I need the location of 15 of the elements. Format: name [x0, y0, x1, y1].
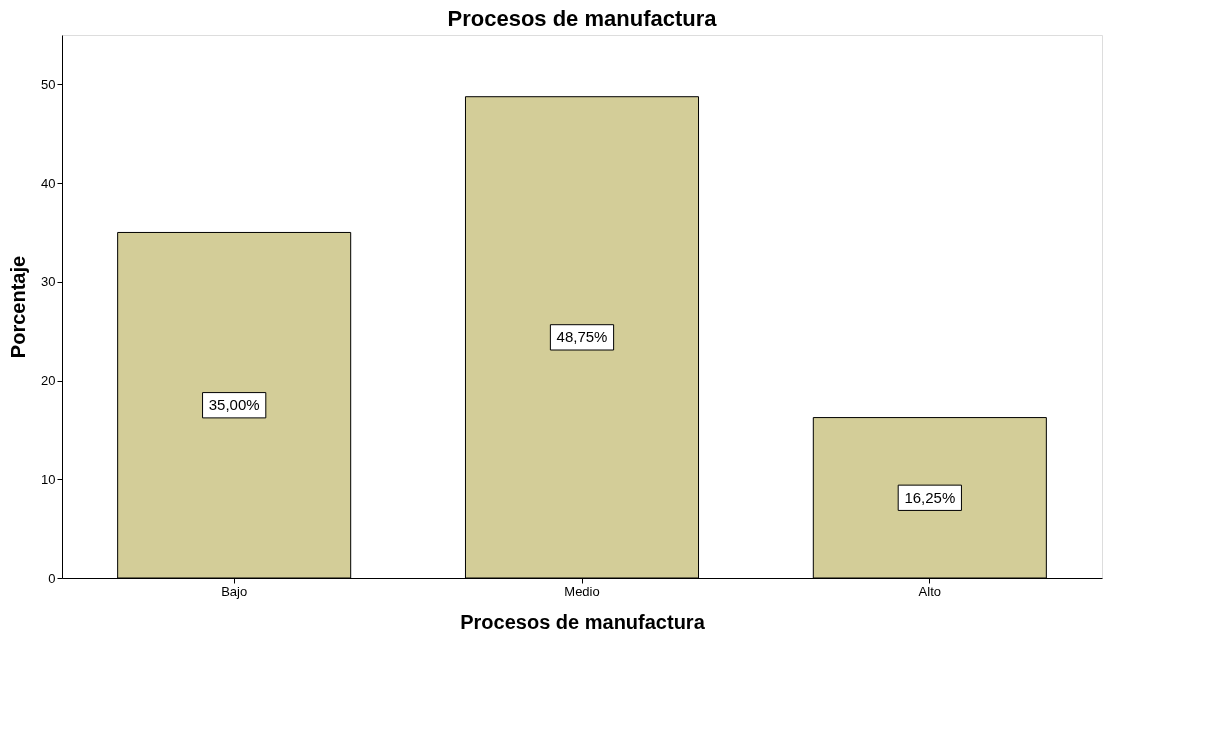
chart-title: Procesos de manufactura	[447, 6, 718, 31]
y-tick-label: 30	[41, 274, 56, 290]
x-tick-label: Bajo	[221, 583, 248, 599]
text: 35,00%	[208, 396, 260, 414]
y-tick-label: 40	[41, 175, 56, 191]
x-tick-label: Medio	[564, 583, 600, 599]
text: 48,75%	[556, 328, 608, 346]
text: 16,25%	[904, 488, 956, 506]
x-axis-title: Procesos de manufactura	[460, 610, 706, 633]
x-tick-label: Alto	[918, 583, 942, 599]
y-axis-title: Porcentaje	[7, 255, 30, 359]
y-tick-label: 50	[41, 76, 56, 92]
y-tick-label: 0	[48, 570, 56, 586]
y-tick-label: 10	[41, 471, 56, 487]
y-tick-label: 20	[41, 373, 56, 389]
